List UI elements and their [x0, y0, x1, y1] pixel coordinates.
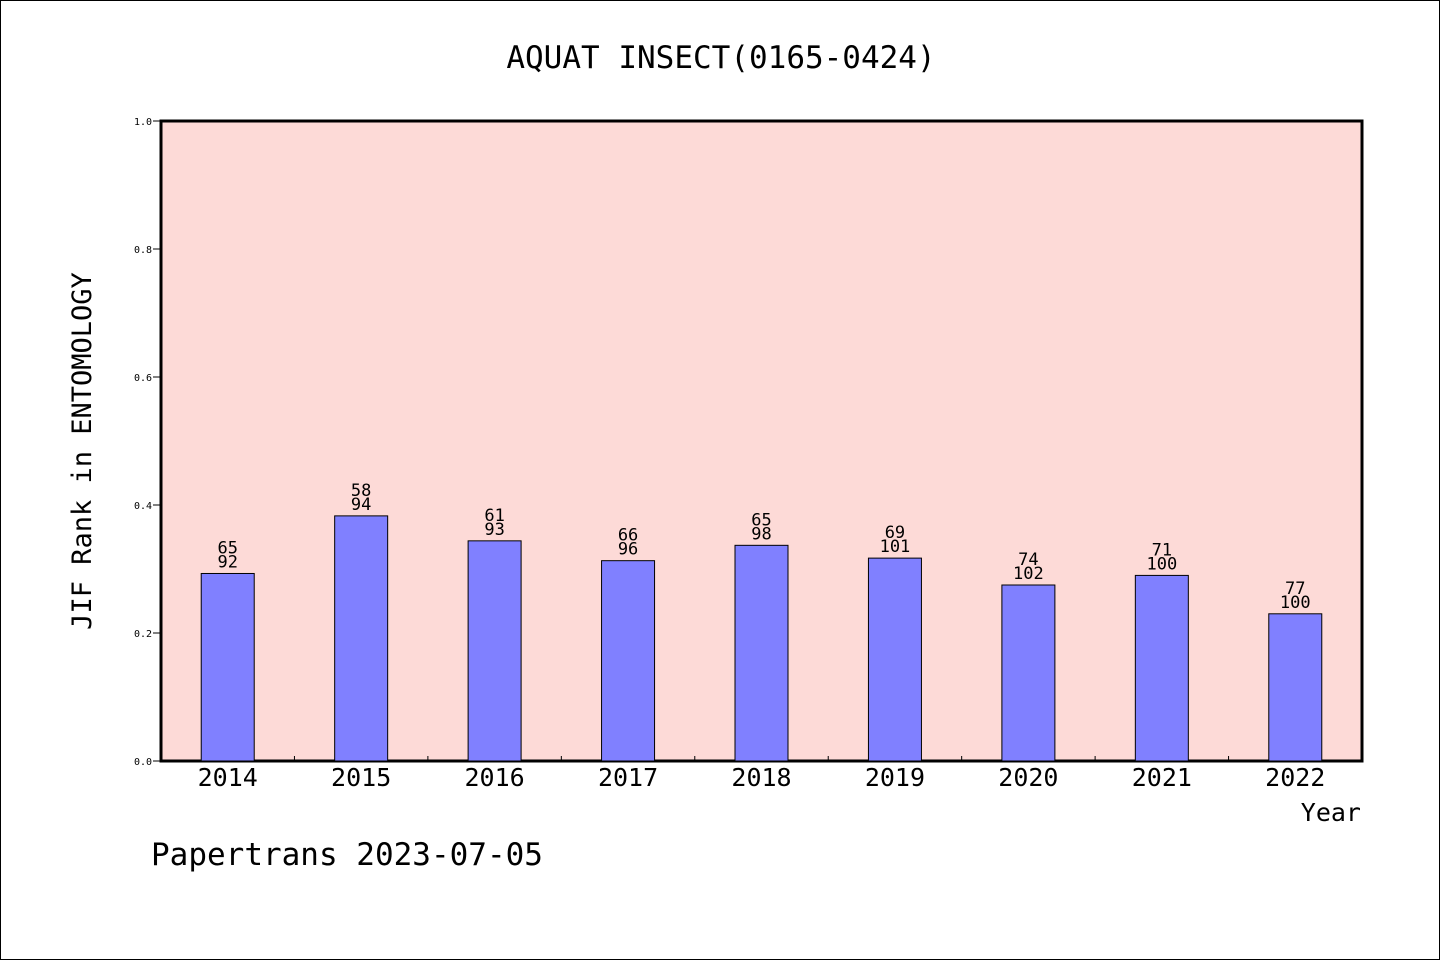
bar-total-label: 93: [484, 520, 504, 540]
bar-rank-label: 58: [351, 481, 371, 501]
bar: [1268, 613, 1323, 762]
bar: [601, 560, 656, 762]
y-axis-label: JIF Rank in ENTOMOLOGY: [67, 272, 98, 630]
y-tick-label: 0.2: [134, 629, 152, 640]
bar-rank-label: 74: [1018, 550, 1038, 570]
bar-rank-label: 61: [484, 506, 504, 526]
x-tick-label: 2020: [998, 763, 1058, 792]
chart-title: AQUAT INSECT(0165-0424): [506, 40, 935, 76]
x-tick-label: 2015: [331, 763, 391, 792]
bar: [200, 572, 255, 762]
bar: [867, 557, 922, 762]
bar: [1001, 584, 1056, 762]
bar: [734, 544, 789, 762]
y-tick-label: 1.0: [134, 117, 152, 128]
bar-total-label: 92: [217, 552, 237, 572]
x-tick-label: 2019: [865, 763, 925, 792]
y-tick-label: 0.6: [134, 373, 152, 384]
x-tick-label: 2014: [198, 763, 258, 792]
bar-rank-label: 65: [217, 538, 237, 558]
x-axis: 2014 2015 2016 2017 2018 2019 2020 2021 2022: [198, 756, 1325, 792]
footer-text: Papertrans 2023-07-05: [151, 837, 543, 873]
x-tick-label: 2016: [465, 763, 525, 792]
bar-rank-label: 66: [618, 526, 638, 546]
bar-total-label: 94: [351, 495, 371, 515]
x-axis-label: Year: [1301, 798, 1361, 827]
bar: [467, 540, 522, 762]
bar-total-label: 100: [1280, 593, 1311, 613]
bar-rank-label: 65: [751, 510, 771, 530]
x-tick-label: 2017: [598, 763, 658, 792]
y-tick-label: 0.8: [134, 245, 152, 256]
bar: [1134, 574, 1189, 762]
bar-rank-label: 69: [885, 523, 905, 543]
bar-rank-label: 71: [1152, 540, 1172, 560]
bar: [334, 515, 389, 762]
bar-total-label: 96: [618, 540, 638, 560]
bar-total-label: 98: [751, 524, 771, 544]
bar-total-label: 100: [1146, 554, 1177, 574]
x-tick-label: 2018: [731, 763, 791, 792]
y-tick-label: 0.0: [134, 757, 152, 768]
x-tick-label: 2022: [1265, 763, 1325, 792]
y-axis: 0.0 0.2 0.4 0.6 0.8 1.0: [134, 117, 161, 768]
y-tick-label: 0.4: [134, 501, 152, 512]
bar-total-label: 102: [1013, 564, 1044, 584]
x-tick-label: 2021: [1132, 763, 1192, 792]
bar-total-label: 101: [880, 537, 911, 557]
bar-rank-label: 77: [1285, 579, 1305, 599]
